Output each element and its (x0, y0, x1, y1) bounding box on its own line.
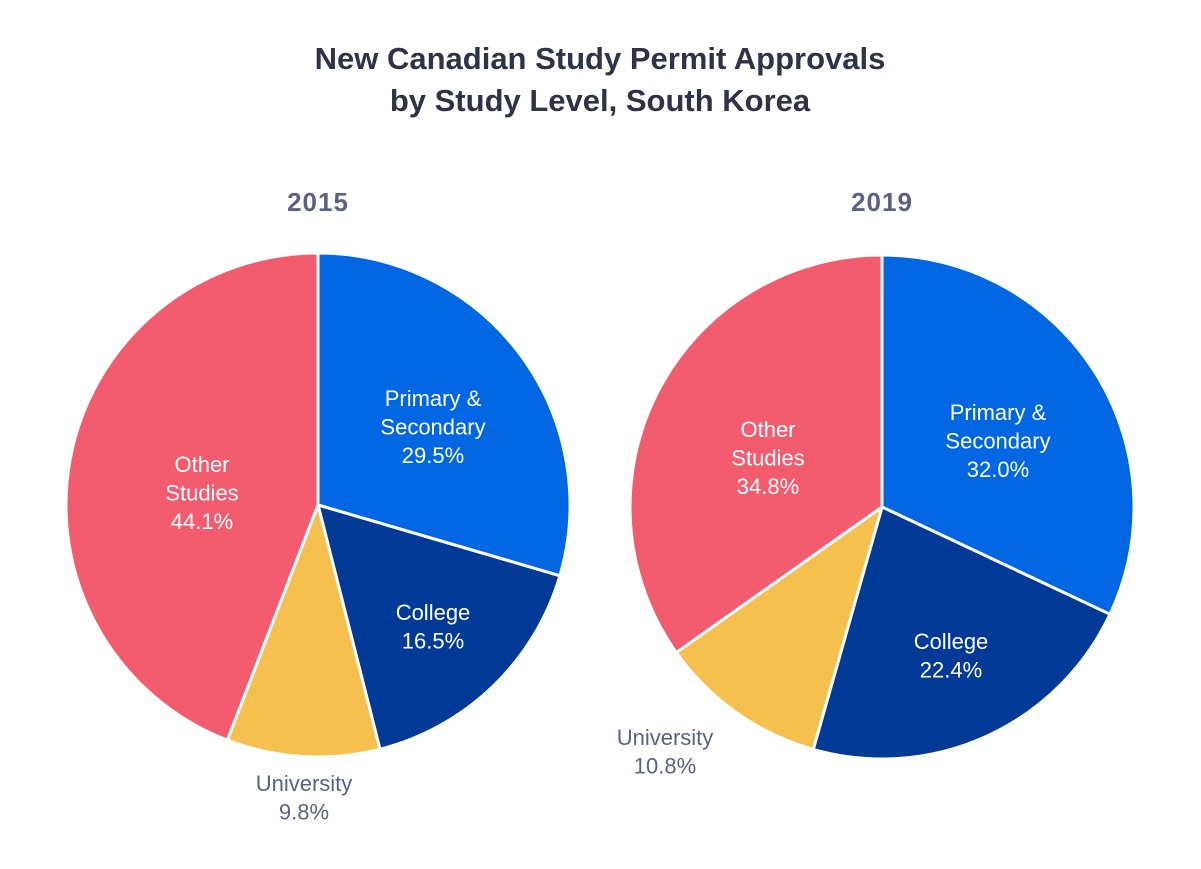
data-label-category: Secondary (945, 429, 1050, 454)
pie-slice-2015-college (316, 503, 562, 751)
pie-title-2015: 2015 (287, 187, 349, 217)
data-label-category: College (914, 629, 989, 654)
data-label-value: 16.5% (402, 629, 464, 654)
data-label-value: 44.1% (171, 509, 233, 534)
data-label-value: 9.8% (279, 800, 329, 825)
pie-slice-2015-primary-secondary (316, 251, 572, 578)
pie-slice-2019-other-studies (628, 253, 884, 655)
data-label-category: Studies (165, 481, 238, 506)
pie-slice-2015-other-studies (64, 251, 320, 742)
data-label-category: College (396, 600, 471, 625)
data-label-category: University (256, 771, 353, 796)
pie-slice-2019-university (674, 505, 884, 751)
pie-title-2019: 2019 (851, 187, 913, 217)
data-label-category: University (617, 725, 714, 750)
pie-slice-2015-university (225, 503, 382, 759)
pie-slice-2019-primary-secondary (880, 253, 1136, 616)
data-label-value: 29.5% (402, 443, 464, 468)
data-label-category: Studies (731, 446, 804, 471)
chart-title-line-1: New Canadian Study Permit Approvals (315, 41, 886, 76)
data-label-value: 32.0% (967, 457, 1029, 482)
data-label-value: 34.8% (737, 474, 799, 499)
data-label-category: Primary & (385, 386, 482, 411)
data-label-category: Other (174, 452, 229, 477)
data-label-category: Other (740, 417, 795, 442)
data-label-category: Primary & (950, 400, 1047, 425)
data-label-category: Secondary (380, 415, 485, 440)
pie-slice-2019-college (811, 505, 1112, 761)
data-label-value: 10.8% (634, 754, 696, 779)
chart-title-line-2: by Study Level, South Korea (390, 83, 811, 118)
data-label-value: 22.4% (920, 658, 982, 683)
